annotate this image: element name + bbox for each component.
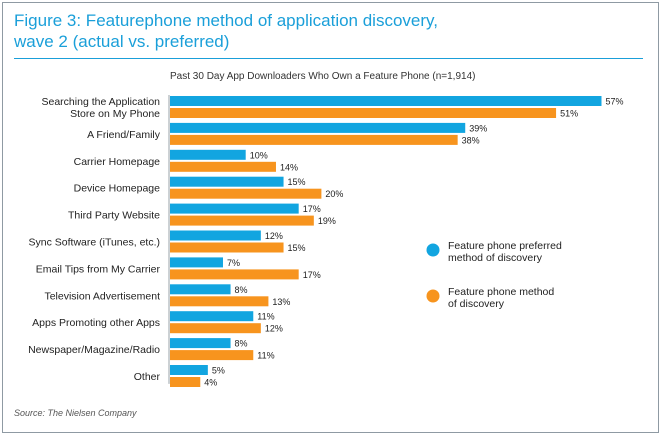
- figure-title-line-2: wave 2 (actual vs. preferred): [14, 32, 230, 51]
- legend-marker-actual: [426, 289, 440, 303]
- value-label-preferred: 12%: [265, 231, 283, 241]
- category-label: Other: [134, 371, 161, 383]
- category-label: Third Party Website: [68, 210, 160, 222]
- bar-actual: [170, 323, 261, 334]
- bar-preferred: [170, 203, 299, 214]
- bar-preferred: [170, 149, 246, 160]
- category-label: Apps Promoting other Apps: [32, 317, 160, 329]
- legend-label-actual: Feature phone method: [448, 286, 554, 298]
- value-label-preferred: 8%: [235, 285, 248, 295]
- value-label-preferred: 39%: [469, 123, 487, 133]
- bar-preferred: [170, 230, 261, 241]
- value-label-actual: 4%: [204, 378, 217, 388]
- value-label-actual: 15%: [288, 243, 306, 253]
- category-label: Newspaper/Magazine/Radio: [28, 344, 160, 356]
- value-label-preferred: 15%: [288, 177, 306, 187]
- bar-preferred: [170, 96, 602, 106]
- bar-preferred: [170, 122, 466, 133]
- legend-label-preferred: method of discovery: [448, 252, 543, 264]
- legend-marker-preferred: [426, 243, 440, 257]
- value-label-preferred: 11%: [257, 312, 274, 322]
- value-label-preferred: 57%: [605, 97, 623, 107]
- bar-actual: [170, 215, 314, 226]
- category-label: Sync Software (iTunes, etc.): [29, 237, 161, 249]
- category-label: Email Tips from My Carrier: [36, 263, 161, 275]
- bar-actual: [170, 350, 254, 361]
- bar-actual: [170, 188, 322, 199]
- bar-actual: [170, 242, 284, 253]
- bar-preferred: [170, 257, 223, 268]
- category-label: A Friend/Family: [87, 129, 161, 141]
- bar-actual: [170, 134, 458, 145]
- category-label: Device Homepage: [74, 183, 161, 195]
- bar-preferred: [170, 176, 284, 187]
- bar-actual: [170, 296, 269, 307]
- legend-label-preferred: Feature phone preferred: [448, 240, 562, 252]
- bar-preferred: [170, 338, 231, 349]
- value-label-actual: 14%: [280, 162, 298, 172]
- chart-subtitle: Past 30 Day App Downloaders Who Own a Fe…: [170, 71, 476, 82]
- figure-title: Figure 3: Featurephone method of applica…: [14, 10, 614, 52]
- bar-preferred: [170, 284, 231, 295]
- category-label: Television Advertisement: [44, 290, 160, 302]
- value-label-actual: 17%: [303, 270, 321, 280]
- bar-actual: [170, 161, 276, 172]
- value-label-preferred: 7%: [227, 258, 240, 268]
- figure-title-line-1: Figure 3: Featurephone method of applica…: [14, 11, 438, 30]
- bar-actual: [170, 108, 557, 118]
- value-label-preferred: 10%: [250, 150, 268, 160]
- value-label-actual: 38%: [462, 135, 480, 145]
- value-label-actual: 12%: [265, 324, 283, 334]
- value-label-preferred: 8%: [235, 339, 248, 349]
- bar-actual: [170, 377, 201, 387]
- value-label-preferred: 17%: [303, 204, 321, 214]
- value-label-actual: 20%: [325, 189, 343, 199]
- value-label-actual: 13%: [272, 297, 290, 307]
- bar-preferred: [170, 311, 254, 322]
- value-label-actual: 11%: [257, 351, 274, 361]
- category-label: Carrier Homepage: [74, 156, 161, 168]
- bar-preferred: [170, 365, 208, 375]
- value-label-actual: 51%: [560, 109, 578, 119]
- source-note: Source: The Nielsen Company: [14, 408, 137, 418]
- legend-label-actual: of discovery: [448, 298, 505, 310]
- category-label: Store on My Phone: [70, 108, 160, 120]
- value-label-actual: 19%: [318, 216, 336, 226]
- title-divider: [14, 58, 643, 59]
- bar-actual: [170, 269, 299, 280]
- chart-frame: [2, 2, 659, 433]
- value-label-preferred: 5%: [212, 366, 225, 376]
- category-label: Searching the Application: [42, 96, 161, 108]
